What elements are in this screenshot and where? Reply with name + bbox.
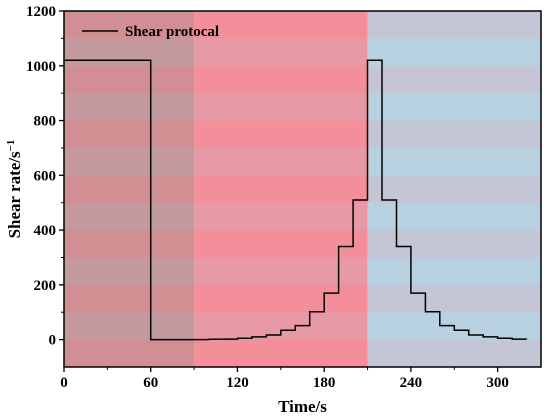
- y-axis-title-superscript: −1: [5, 140, 17, 152]
- background-region-2: [194, 11, 368, 367]
- y-axis-title-main: Shear rate/s: [5, 151, 24, 238]
- y-tick-label: 200: [34, 278, 57, 294]
- x-tick-label: 60: [143, 375, 158, 391]
- background-band-4: [64, 93, 541, 121]
- y-tick-label: 800: [34, 114, 57, 130]
- background-bands: [64, 11, 541, 367]
- series-layer: [64, 59, 528, 341]
- x-axis: 0 60 120 180 240 300: [60, 367, 509, 391]
- y-tick-label: 400: [34, 223, 57, 239]
- background-band-9: [64, 230, 541, 258]
- x-tick-label: 0: [60, 375, 68, 391]
- background-band-6: [64, 147, 541, 176]
- y-axis: 0 200 400 600 800 1000 1200: [26, 4, 64, 349]
- background-regions: [64, 11, 541, 367]
- background-band-10: [64, 257, 541, 285]
- y-tick-label: 600: [34, 168, 57, 184]
- y-axis-title: Shear rate/s−1: [5, 140, 24, 239]
- background-band-3: [64, 65, 541, 94]
- background-band-5: [64, 120, 541, 148]
- x-tick-label: 120: [226, 375, 249, 391]
- x-tick-label: 300: [486, 375, 509, 391]
- series-line-shear-protocal: [64, 59, 528, 341]
- plot-frame: [63, 10, 542, 368]
- x-tick-label: 240: [400, 375, 423, 391]
- background-band-7: [64, 175, 541, 203]
- background-band-1: [64, 11, 541, 39]
- background-band-13: [64, 339, 541, 367]
- legend: Shear protocal: [82, 24, 219, 40]
- x-axis-title: Time/s: [278, 397, 327, 416]
- background-band-2: [64, 38, 541, 66]
- y-tick-label: 1200: [26, 4, 56, 20]
- background-region-1: [64, 11, 195, 367]
- background-region-3: [367, 11, 541, 367]
- legend-label-shear-protocal: Shear protocal: [125, 24, 219, 40]
- y-tick-label: 1000: [26, 59, 56, 75]
- background-band-8: [64, 202, 541, 231]
- y-tick-label: 0: [49, 333, 57, 349]
- background-band-11: [64, 284, 541, 313]
- x-tick-label: 180: [313, 375, 336, 391]
